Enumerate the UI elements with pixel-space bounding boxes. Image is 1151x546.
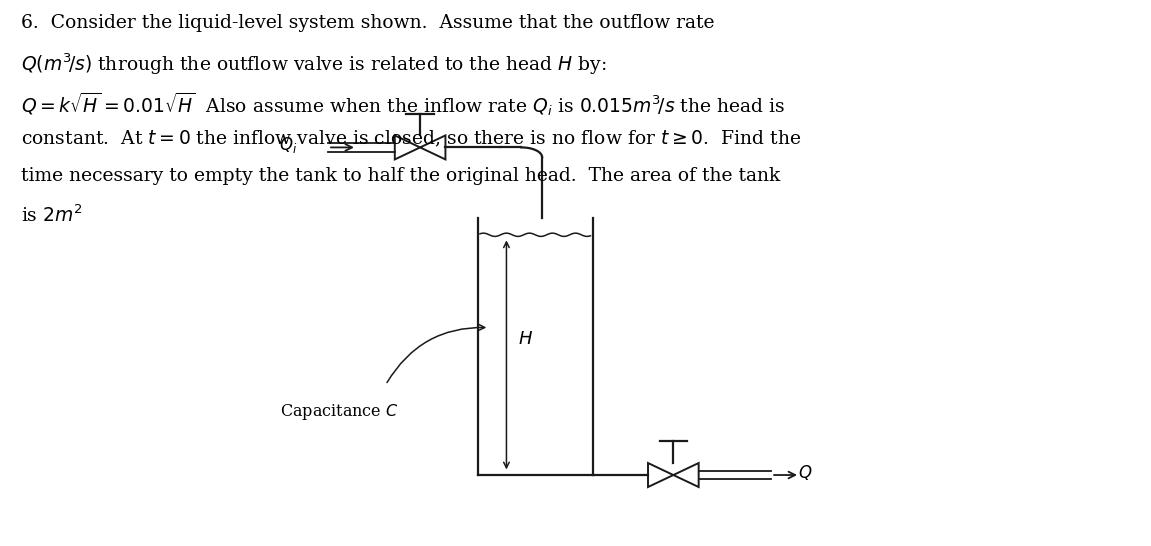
Text: constant.  At $t{=}0$ the inflow valve is closed, so there is no flow for $t{\ge: constant. At $t{=}0$ the inflow valve is…: [21, 128, 801, 149]
Text: $H$: $H$: [518, 330, 534, 347]
Text: $Q = k\sqrt{H} = 0.01\sqrt{H}$  Also assume when the inflow rate $Q_i$ is $\math: $Q = k\sqrt{H} = 0.01\sqrt{H}$ Also assu…: [21, 90, 785, 117]
Text: $Q(m^3\!/s)$ through the outflow valve is related to the head $H$ by:: $Q(m^3\!/s)$ through the outflow valve i…: [21, 52, 607, 78]
Text: time necessary to empty the tank to half the original head.  The area of the tan: time necessary to empty the tank to half…: [21, 167, 780, 185]
Text: $Q_i$: $Q_i$: [279, 135, 297, 155]
Text: Capacitance $C$: Capacitance $C$: [280, 402, 399, 422]
Text: 6.  Consider the liquid-level system shown.  Assume that the outflow rate: 6. Consider the liquid-level system show…: [21, 14, 715, 32]
Text: is $2m^2$: is $2m^2$: [21, 205, 83, 226]
Text: $Q$: $Q$: [798, 463, 813, 482]
